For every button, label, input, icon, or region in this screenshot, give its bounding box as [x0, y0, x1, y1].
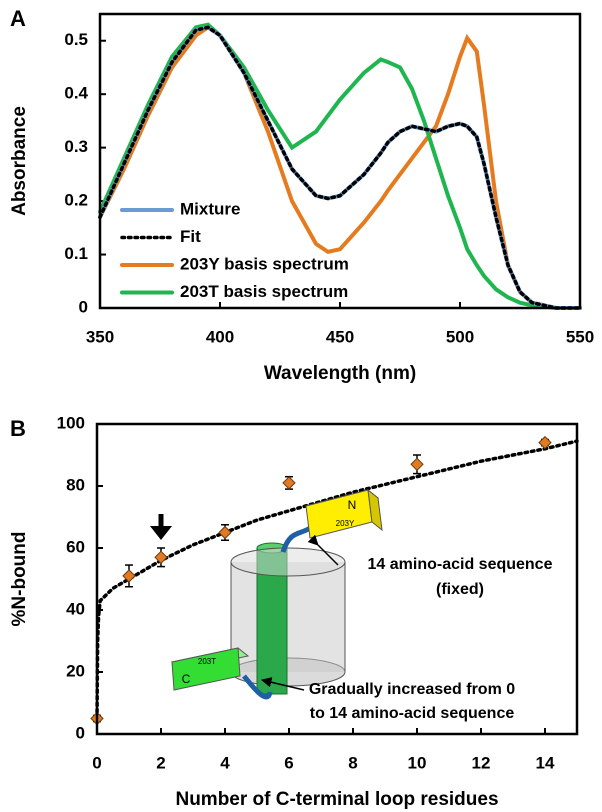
inset-diagram: 14 amino-acid sequence (fixed) Gradually… — [150, 488, 553, 722]
annotation: N — [348, 498, 357, 512]
x-tick-label: 6 — [284, 753, 293, 772]
legend-label: 203T basis spectrum — [180, 282, 348, 301]
y-tick-label: 40 — [66, 599, 85, 618]
x-tick-label: 14 — [536, 753, 555, 772]
legend-label: Mixture — [180, 199, 240, 218]
data-point — [154, 550, 168, 565]
x-tick-label: 450 — [326, 327, 354, 346]
y-tick-label: 0.5 — [64, 30, 88, 49]
legend-label: 203Y basis spectrum — [180, 254, 349, 273]
y-tick-label: 0 — [76, 723, 85, 742]
data-point — [218, 525, 232, 540]
y-axis-title: Absorbance — [9, 106, 30, 216]
leader-line — [307, 534, 339, 566]
cylinder-top — [230, 547, 346, 577]
x-tick-label: 350 — [86, 327, 114, 346]
data-point — [410, 457, 424, 472]
series-line — [98, 25, 582, 310]
x-tick-label: 10 — [408, 753, 427, 772]
n-box — [305, 489, 373, 539]
annotation: 203Y — [336, 519, 355, 528]
series-line — [98, 22, 582, 310]
linker-c — [242, 674, 273, 700]
c-box — [171, 647, 241, 691]
panel-label: B — [10, 416, 26, 441]
legend-label: Fit — [180, 227, 201, 246]
cylinder-body — [231, 562, 345, 672]
x-tick-label: 0 — [92, 753, 101, 772]
x-axis-title: Number of C-terminal loop residues — [175, 789, 498, 810]
annotation: C — [182, 672, 191, 686]
y-tick-label: 0.1 — [64, 244, 88, 263]
linker-n — [280, 525, 312, 553]
annotation: 14 amino-acid sequence — [368, 556, 553, 573]
fit-line — [95, 439, 579, 721]
x-tick-label: 2 — [156, 753, 165, 772]
y-tick-label: 100 — [57, 413, 85, 432]
y-tick-label: 0 — [79, 297, 88, 316]
y-axis-title: %N-bound — [9, 532, 30, 627]
arrow-head — [150, 526, 172, 540]
leader-line — [260, 677, 305, 691]
x-tick-label: 500 — [446, 327, 474, 346]
panel-label: A — [10, 6, 26, 31]
data-point — [282, 476, 296, 490]
y-tick-label: 0.2 — [64, 191, 88, 210]
x-tick-label: 550 — [566, 327, 594, 346]
x-axis-title: Wavelength (nm) — [264, 363, 416, 384]
x-tick-label: 8 — [348, 753, 357, 772]
y-tick-label: 60 — [66, 537, 85, 556]
plot-frame — [98, 12, 582, 310]
data-point — [122, 569, 136, 583]
y-tick-label: 0.3 — [64, 137, 88, 156]
y-tick-label: 0.4 — [64, 84, 88, 103]
y-tick-label: 80 — [66, 475, 85, 494]
annotation: (fixed) — [436, 581, 484, 598]
annotation: Gradually increased from 0 — [309, 681, 515, 698]
x-tick-label: 12 — [472, 753, 491, 772]
x-tick-label: 400 — [206, 327, 234, 346]
plot-frame — [95, 422, 579, 736]
annotation: to 14 amino-acid sequence — [310, 705, 515, 722]
annotation: 203T — [198, 657, 216, 666]
x-tick-label: 4 — [220, 753, 230, 772]
y-tick-label: 20 — [66, 661, 85, 680]
data-point — [538, 435, 552, 450]
n-box-end — [367, 488, 383, 532]
